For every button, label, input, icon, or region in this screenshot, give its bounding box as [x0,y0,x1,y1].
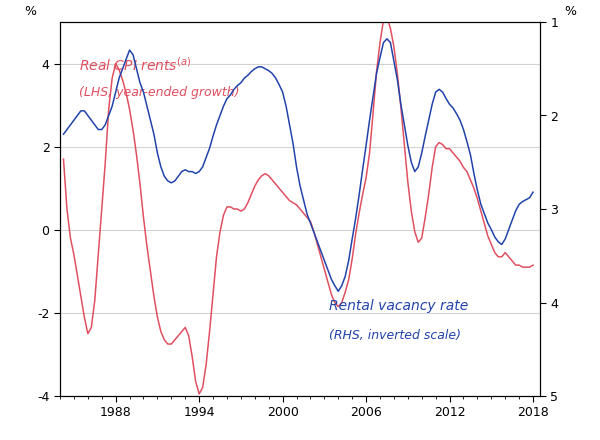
Text: Real CPI rents$^{(a)}$: Real CPI rents$^{(a)}$ [79,55,191,73]
Text: (RHS, inverted scale): (RHS, inverted scale) [329,329,461,342]
Text: Rental vacancy rate: Rental vacancy rate [329,299,468,313]
Text: (LHS, year-ended growth): (LHS, year-ended growth) [79,85,240,99]
Text: %: % [24,5,36,18]
Text: %: % [564,5,576,18]
